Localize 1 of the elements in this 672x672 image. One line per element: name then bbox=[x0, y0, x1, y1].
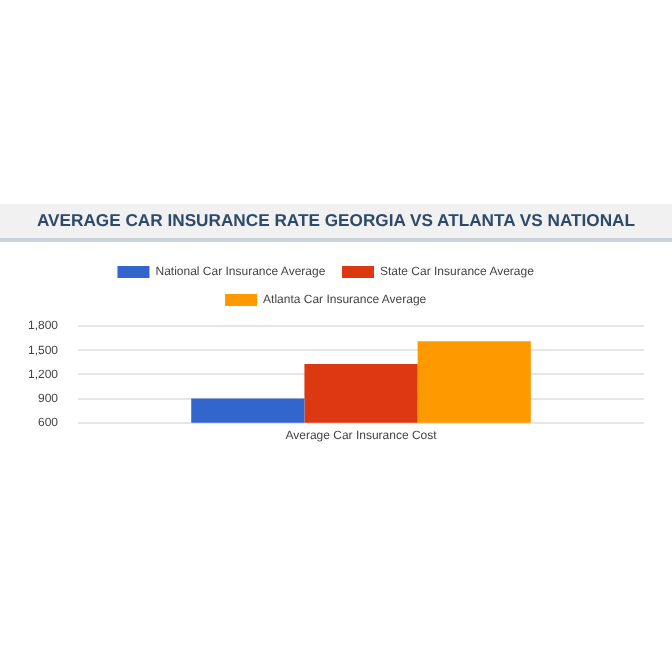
chart-title: AVERAGE CAR INSURANCE RATE GEORGIA VS ATLANTA VS NATIONAL bbox=[0, 204, 672, 242]
